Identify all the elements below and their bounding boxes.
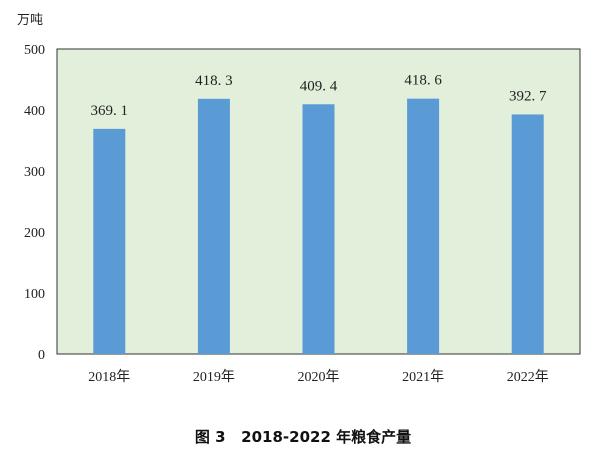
y-tick-label: 100 <box>24 287 45 302</box>
bar-value-label: 418. 3 <box>195 73 233 89</box>
bar <box>197 98 230 354</box>
bar-value-label: 418. 6 <box>404 73 442 89</box>
x-category-label: 2021年 <box>402 369 444 385</box>
bars <box>93 98 544 355</box>
bar-value-label: 409. 4 <box>300 78 338 94</box>
x-category-label: 2019年 <box>193 369 235 385</box>
y-tick-label: 0 <box>38 348 45 363</box>
figure-caption: 图 3 2018-2022 年粮食产量 <box>195 428 411 446</box>
y-tick-label: 300 <box>24 165 45 180</box>
bar <box>407 98 440 355</box>
x-category-label: 2020年 <box>298 369 340 385</box>
y-tick-label: 400 <box>24 104 45 119</box>
bar <box>511 114 544 354</box>
data-labels: 369. 1 418. 3 409. 4 418. 6 392. 7 <box>91 73 547 119</box>
x-category-label: 2022年 <box>507 369 549 385</box>
x-category-label: 2018年 <box>88 369 130 385</box>
bar-value-label: 369. 1 <box>91 103 129 119</box>
y-tick-label: 200 <box>24 226 45 241</box>
y-tick-label: 500 <box>24 43 45 58</box>
bar <box>93 128 126 354</box>
y-axis-unit-label: 万吨 <box>17 13 43 28</box>
bar-value-label: 392. 7 <box>509 88 547 104</box>
x-axis-labels: 2018年 2019年 2020年 2021年 2022年 <box>88 369 548 385</box>
bar <box>302 104 335 355</box>
y-axis-ticks: 0 100 200 300 400 500 <box>24 43 45 363</box>
